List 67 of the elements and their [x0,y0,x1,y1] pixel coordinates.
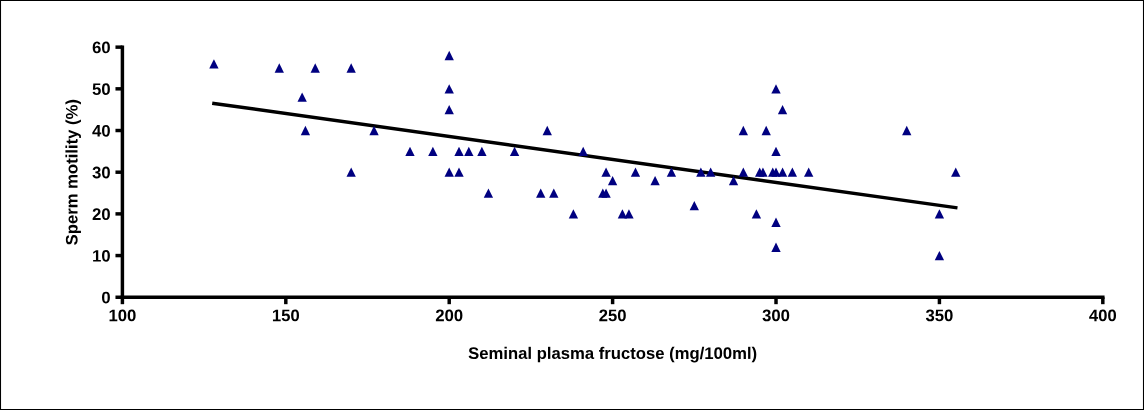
point [428,146,438,157]
point [787,167,798,177]
point [761,125,771,136]
x-tick-label: 350 [925,309,953,322]
point [777,167,788,177]
point [771,217,781,227]
point [951,167,961,177]
point [934,209,945,219]
point [549,188,559,198]
x-tick-label: 300 [762,309,790,322]
point [346,167,356,177]
point [346,63,356,73]
y-tick-label: 30 [92,166,110,179]
point [444,167,454,177]
point [274,63,284,73]
point [696,167,706,177]
point [444,105,454,115]
point [617,209,628,219]
point [666,167,677,177]
point [705,167,716,177]
point [902,125,912,136]
point [464,146,474,157]
point [536,188,546,198]
point [728,175,739,186]
x-tick-label: 250 [599,309,626,322]
point [578,146,588,157]
point [454,146,464,157]
y-tick-label: 50 [92,83,110,96]
point [477,146,487,157]
point [509,146,520,157]
x-tick-label: 150 [272,309,300,322]
x-tick-label: 100 [109,309,136,322]
point [689,200,699,211]
point [369,125,379,136]
point [542,125,552,136]
point [751,209,762,219]
point [568,209,579,219]
point [771,242,781,252]
point [405,146,415,157]
point [209,59,219,69]
point [738,125,748,136]
point [777,105,788,115]
point [483,188,494,198]
point [771,146,781,157]
y-axis-title: Sperm motility (%) [65,99,81,245]
y-tick-label: 10 [93,249,110,262]
x-tick-label: 400 [1089,309,1117,322]
point [771,84,781,94]
point [310,63,320,73]
point [607,175,618,186]
x-tick-label: 200 [435,309,463,322]
point [650,175,660,186]
y-tick-label: 60 [92,41,110,54]
point [624,209,634,219]
y-tick-label: 0 [101,291,110,304]
point [934,250,945,261]
y-tick-label: 20 [92,208,110,221]
point [804,167,814,177]
point [297,92,307,102]
point [738,167,748,177]
point [630,167,641,177]
point [454,167,464,177]
x-axis-title: Seminal plasma fructose (mg/100ml) [468,346,757,363]
point [300,125,311,136]
y-tick-label: 40 [92,124,110,137]
point [601,167,611,177]
point [444,50,454,61]
